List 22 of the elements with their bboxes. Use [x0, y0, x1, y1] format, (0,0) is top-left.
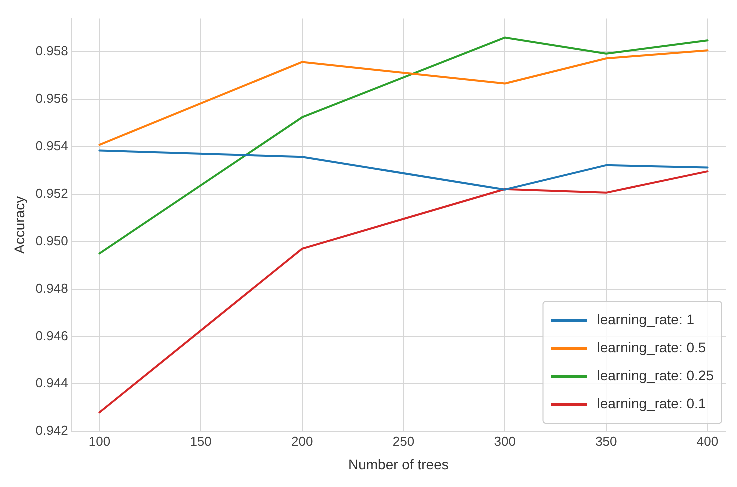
legend-label: learning_rate: 0.1: [597, 395, 706, 412]
x-tick-label: 150: [190, 434, 212, 449]
y-tick-label: 0.942: [36, 423, 68, 438]
y-tick-label: 0.946: [36, 328, 68, 344]
y-axis-title: Accuracy: [11, 196, 28, 254]
x-tick-label: 200: [292, 434, 314, 449]
x-tick-label: 250: [392, 434, 415, 449]
legend-label: learning_rate: 0.25: [597, 367, 714, 384]
x-tick-label: 300: [494, 434, 516, 449]
x-tick-label: 400: [696, 434, 719, 449]
y-tick-label: 0.954: [36, 138, 68, 154]
x-tick-label: 100: [88, 434, 111, 449]
legend-label: learning_rate: 1: [597, 311, 695, 328]
y-tick-label: 0.956: [36, 91, 68, 106]
y-tick-label: 0.948: [36, 280, 68, 296]
y-tick-label: 0.952: [36, 186, 68, 201]
y-tick-label: 0.944: [36, 376, 68, 391]
y-tick-label: 0.950: [36, 233, 68, 248]
legend-label: learning_rate: 0.5: [597, 339, 706, 356]
x-axis-title: Number of trees: [348, 456, 449, 472]
y-tick-label: 0.958: [36, 44, 68, 59]
x-tick-label: 350: [596, 434, 618, 449]
